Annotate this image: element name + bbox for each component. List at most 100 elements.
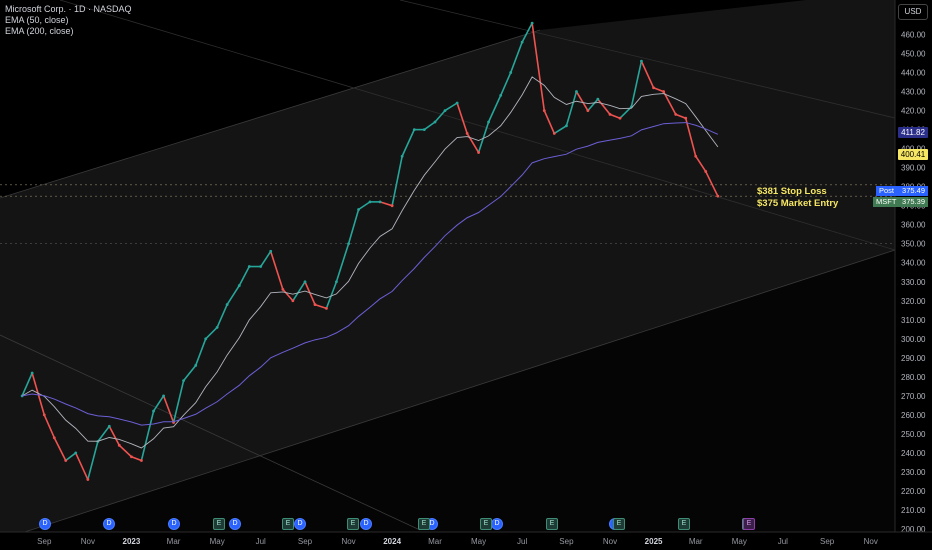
price-point [586, 109, 590, 112]
price-point [347, 242, 350, 246]
x-tick-label: Sep [298, 537, 313, 546]
ema200-price-tag: 411.82 [898, 127, 928, 138]
price-segment [587, 98, 599, 112]
price-point [162, 394, 165, 398]
price-point [117, 443, 121, 447]
y-tick-label: 230.00 [901, 468, 926, 477]
dividend-marker[interactable]: D [39, 518, 51, 530]
price-segment [704, 171, 719, 197]
price-segment [87, 441, 99, 480]
post-label: Post [879, 186, 895, 195]
earnings-marker[interactable]: E [613, 518, 625, 530]
price-point [368, 200, 372, 204]
price-point [499, 93, 503, 97]
y-tick-label: 330.00 [901, 278, 926, 287]
price-segment [74, 452, 89, 480]
dividend-marker[interactable]: D [491, 518, 503, 530]
dividend-marker[interactable]: D [360, 518, 372, 530]
price-point [130, 455, 133, 459]
price-point [704, 170, 708, 173]
earnings-marker[interactable]: E [480, 518, 492, 530]
earnings-marker[interactable]: E [347, 518, 359, 530]
x-tick-label: May [471, 537, 486, 546]
dividend-marker[interactable]: D [103, 518, 115, 530]
post-tag: Post 375.49 [876, 186, 928, 196]
dividend-marker[interactable]: D [294, 518, 306, 530]
y-tick-label: 310.00 [901, 316, 926, 325]
earnings-marker[interactable]: E [213, 518, 225, 530]
x-tick-label: Jul [778, 537, 788, 546]
indicator-ema-50[interactable]: EMA (50, close) [5, 15, 69, 25]
x-tick-label: Nov [81, 537, 95, 546]
earnings-marker[interactable]: E [546, 518, 558, 530]
price-segment [140, 410, 155, 461]
y-tick-label: 440.00 [901, 69, 926, 78]
price-segment [499, 72, 512, 96]
earnings-marker[interactable]: E [678, 518, 690, 530]
y-tick-label: 450.00 [901, 50, 926, 59]
price-segment [182, 364, 197, 382]
price-segment [335, 243, 350, 283]
price-segment [118, 444, 132, 458]
price-segment [31, 372, 46, 416]
price-point [357, 208, 360, 211]
ema50-price-tag: 400.41 [898, 149, 928, 160]
currency-button[interactable]: USD [898, 4, 928, 20]
price-point [64, 459, 68, 462]
x-tick-label: Nov [864, 537, 878, 546]
price-point [52, 436, 56, 440]
price-point [520, 40, 524, 44]
price-segment [21, 372, 33, 397]
y-tick-label: 320.00 [901, 297, 926, 306]
x-tick-label: Mar [428, 537, 442, 546]
price-segment [216, 304, 228, 328]
dividend-marker[interactable]: D [168, 518, 180, 530]
price-point [303, 280, 307, 284]
y-tick-label: 300.00 [901, 335, 926, 344]
price-point [86, 478, 90, 481]
price-segment [260, 250, 272, 267]
post-value: 375.49 [902, 186, 925, 195]
price-segment [53, 437, 67, 461]
price-segment [684, 118, 697, 157]
price-segment [391, 156, 403, 206]
market-entry-annotation: $375 Market Entry [757, 198, 839, 209]
upcoming-earnings-marker[interactable]: E [743, 518, 755, 530]
price-point [140, 459, 143, 462]
dividend-marker[interactable]: D [229, 518, 241, 530]
price-segment [444, 102, 458, 112]
earnings-marker[interactable]: E [282, 518, 294, 530]
price-segment [314, 303, 327, 310]
price-point [694, 154, 698, 158]
price-point [390, 204, 394, 208]
price-segment [477, 121, 490, 153]
price-point [247, 265, 251, 268]
price-point [640, 59, 643, 63]
price-segment [609, 113, 621, 119]
price-point [477, 151, 480, 154]
price-segment [521, 22, 533, 43]
price-segment [269, 251, 284, 290]
price-segment [162, 395, 175, 423]
price-segment [131, 455, 142, 462]
x-tick-label: May [732, 537, 747, 546]
price-segment [553, 125, 567, 135]
x-tick-label: Mar [689, 537, 703, 546]
x-tick-label: 2024 [383, 537, 401, 546]
price-point [325, 306, 328, 310]
y-tick-label: 360.00 [901, 221, 926, 230]
price-point [684, 116, 688, 120]
earnings-marker[interactable]: E [418, 518, 430, 530]
price-segment [575, 91, 589, 112]
x-tick-label: Jul [256, 537, 266, 546]
symbol-label: MSFT [876, 197, 897, 206]
price-point [596, 97, 600, 101]
price-segment [640, 60, 655, 89]
x-tick-label: Nov [603, 537, 617, 546]
price-segment [97, 425, 110, 442]
price-segment [205, 326, 218, 340]
indicator-ema-200[interactable]: EMA (200, close) [5, 26, 74, 36]
price-point [674, 113, 678, 116]
y-tick-label: 210.00 [901, 506, 926, 515]
